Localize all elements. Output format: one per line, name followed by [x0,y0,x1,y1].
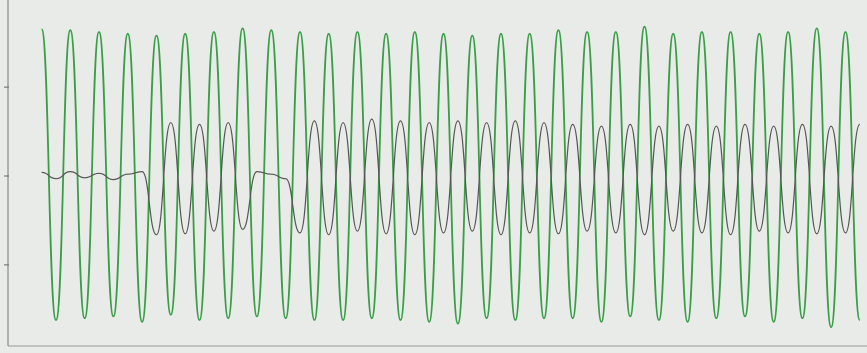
page: (() => { const data = JSON.parse(documen… [0,0,867,353]
chart [0,0,867,353]
